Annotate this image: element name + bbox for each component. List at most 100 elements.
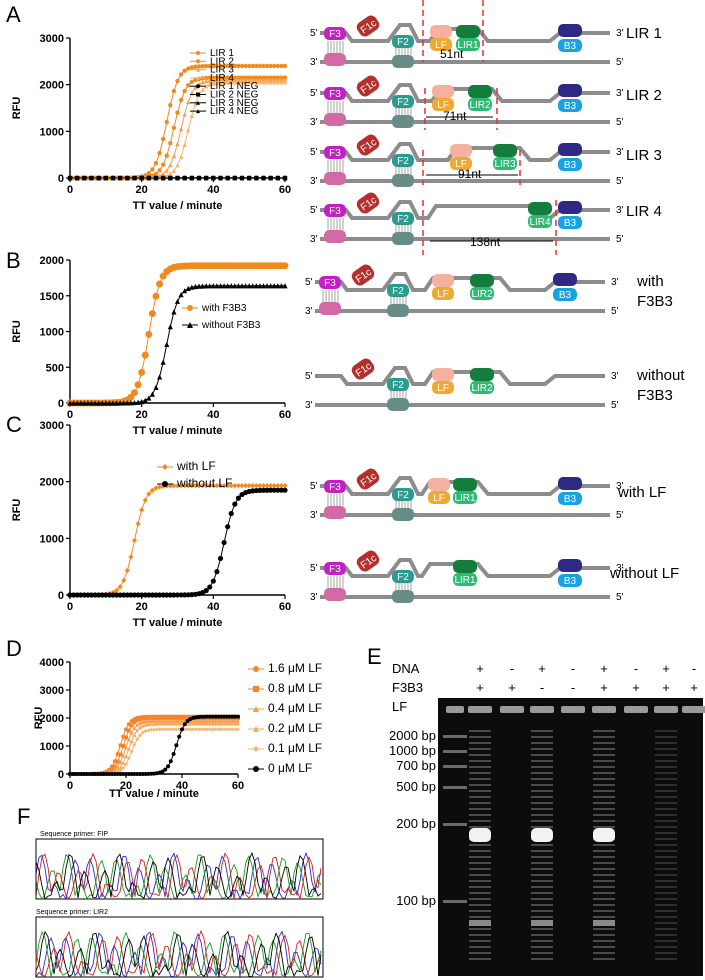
legend-label: 0.2 μM LF	[268, 721, 322, 735]
data-point	[232, 283, 238, 289]
smear-band	[469, 916, 491, 918]
f2-complement	[387, 398, 409, 411]
data-point	[140, 730, 145, 735]
legend-label: LIR 3 NEG	[210, 98, 259, 109]
series-lir-2: LIR 2	[67, 56, 288, 181]
smear-band	[593, 850, 615, 852]
lir-hairpin	[493, 144, 517, 157]
data-point	[146, 728, 151, 733]
x-tick-label: 60	[279, 409, 291, 421]
three-prime-bottom: 3'	[305, 400, 313, 411]
b3-primer	[558, 99, 582, 112]
lf-primer	[450, 157, 472, 170]
b3-hairpin	[558, 201, 582, 214]
data-point	[218, 75, 223, 80]
b3-primer	[558, 158, 582, 171]
data-point	[157, 168, 162, 173]
data-point	[230, 727, 235, 732]
legend-marker	[196, 100, 200, 105]
smear-band	[469, 934, 491, 936]
data-point	[225, 63, 230, 69]
data-point	[129, 730, 134, 735]
data-point	[143, 716, 148, 721]
smear-band	[469, 958, 491, 960]
y-tick-label: 1500	[40, 291, 64, 303]
diagram-a-row-4: 5' 3' 3' 5' F3 F1c F2 LIR4 B3	[310, 192, 624, 245]
data-point	[261, 175, 266, 181]
lir-primer	[453, 491, 477, 504]
f3-primer	[319, 276, 341, 289]
data-point	[275, 175, 281, 181]
data-point	[115, 771, 120, 776]
data-point	[171, 88, 177, 94]
data-point	[143, 722, 148, 727]
data-point	[222, 727, 226, 732]
b3-hairpin	[558, 24, 582, 37]
data-point	[154, 718, 159, 723]
data-point	[171, 716, 176, 721]
gel-sign: +	[690, 680, 698, 695]
diagram-b-without: 5' 3' 3' 5' F1c F2 LF LIR2	[305, 358, 619, 411]
b3-primer-label: B3	[564, 101, 577, 112]
data-point	[67, 400, 73, 406]
legend-marker	[253, 686, 259, 692]
seq-title-fip: Sequence primer: FIP	[40, 831, 108, 838]
data-point	[118, 765, 123, 770]
f2-primer-label: F2	[397, 214, 409, 225]
data-point	[186, 127, 191, 133]
f1c-group: F1c	[356, 468, 380, 490]
smear-band	[593, 784, 615, 786]
data-point	[271, 487, 277, 493]
data-point	[152, 727, 156, 732]
data-point	[132, 725, 137, 730]
distance-markers	[422, 0, 557, 255]
data-point	[124, 400, 130, 406]
smear-band	[593, 790, 615, 792]
smear-band	[593, 748, 615, 750]
data-point	[129, 749, 134, 754]
smear-band	[531, 856, 553, 858]
smear-band	[593, 802, 615, 804]
data-point	[257, 75, 263, 80]
y-axis-label: RFU	[11, 320, 23, 343]
y-tick-label: 3000	[40, 420, 64, 432]
data-point	[171, 592, 177, 598]
data-point	[129, 739, 134, 744]
gel-well	[654, 706, 678, 713]
data-point	[156, 374, 163, 380]
data-point	[261, 77, 266, 83]
data-point	[160, 721, 165, 726]
data-point	[250, 80, 255, 85]
legend-marker	[253, 726, 259, 732]
x-tick-label: 20	[136, 409, 148, 421]
f3-primer	[324, 204, 346, 217]
data-point	[196, 64, 202, 69]
f1c-primer	[356, 134, 380, 156]
top-strand	[320, 142, 610, 162]
three-prime-top: 3'	[611, 277, 619, 288]
smear-band	[593, 862, 615, 864]
data-point	[163, 721, 168, 726]
data-point	[157, 716, 162, 721]
lir-hairpin	[470, 368, 494, 381]
data-point	[207, 75, 212, 81]
data-point	[279, 75, 284, 80]
legend-label: with LF	[176, 459, 216, 473]
data-point	[140, 720, 145, 725]
smear-band	[655, 856, 677, 858]
y-tick-label: 0	[58, 590, 64, 602]
data-point	[132, 732, 137, 737]
data-point	[110, 592, 116, 598]
data-point	[96, 400, 102, 406]
data-point	[153, 175, 159, 181]
five-prime-top: 5'	[305, 277, 313, 288]
data-point	[160, 359, 166, 365]
data-point	[126, 746, 131, 751]
lir-hairpin	[468, 85, 492, 98]
data-point	[221, 63, 227, 69]
data-point	[214, 77, 220, 83]
f3-complement	[324, 506, 346, 519]
smear-band	[531, 892, 553, 894]
data-point	[164, 341, 170, 347]
legend-label: with F3B3	[201, 303, 247, 314]
